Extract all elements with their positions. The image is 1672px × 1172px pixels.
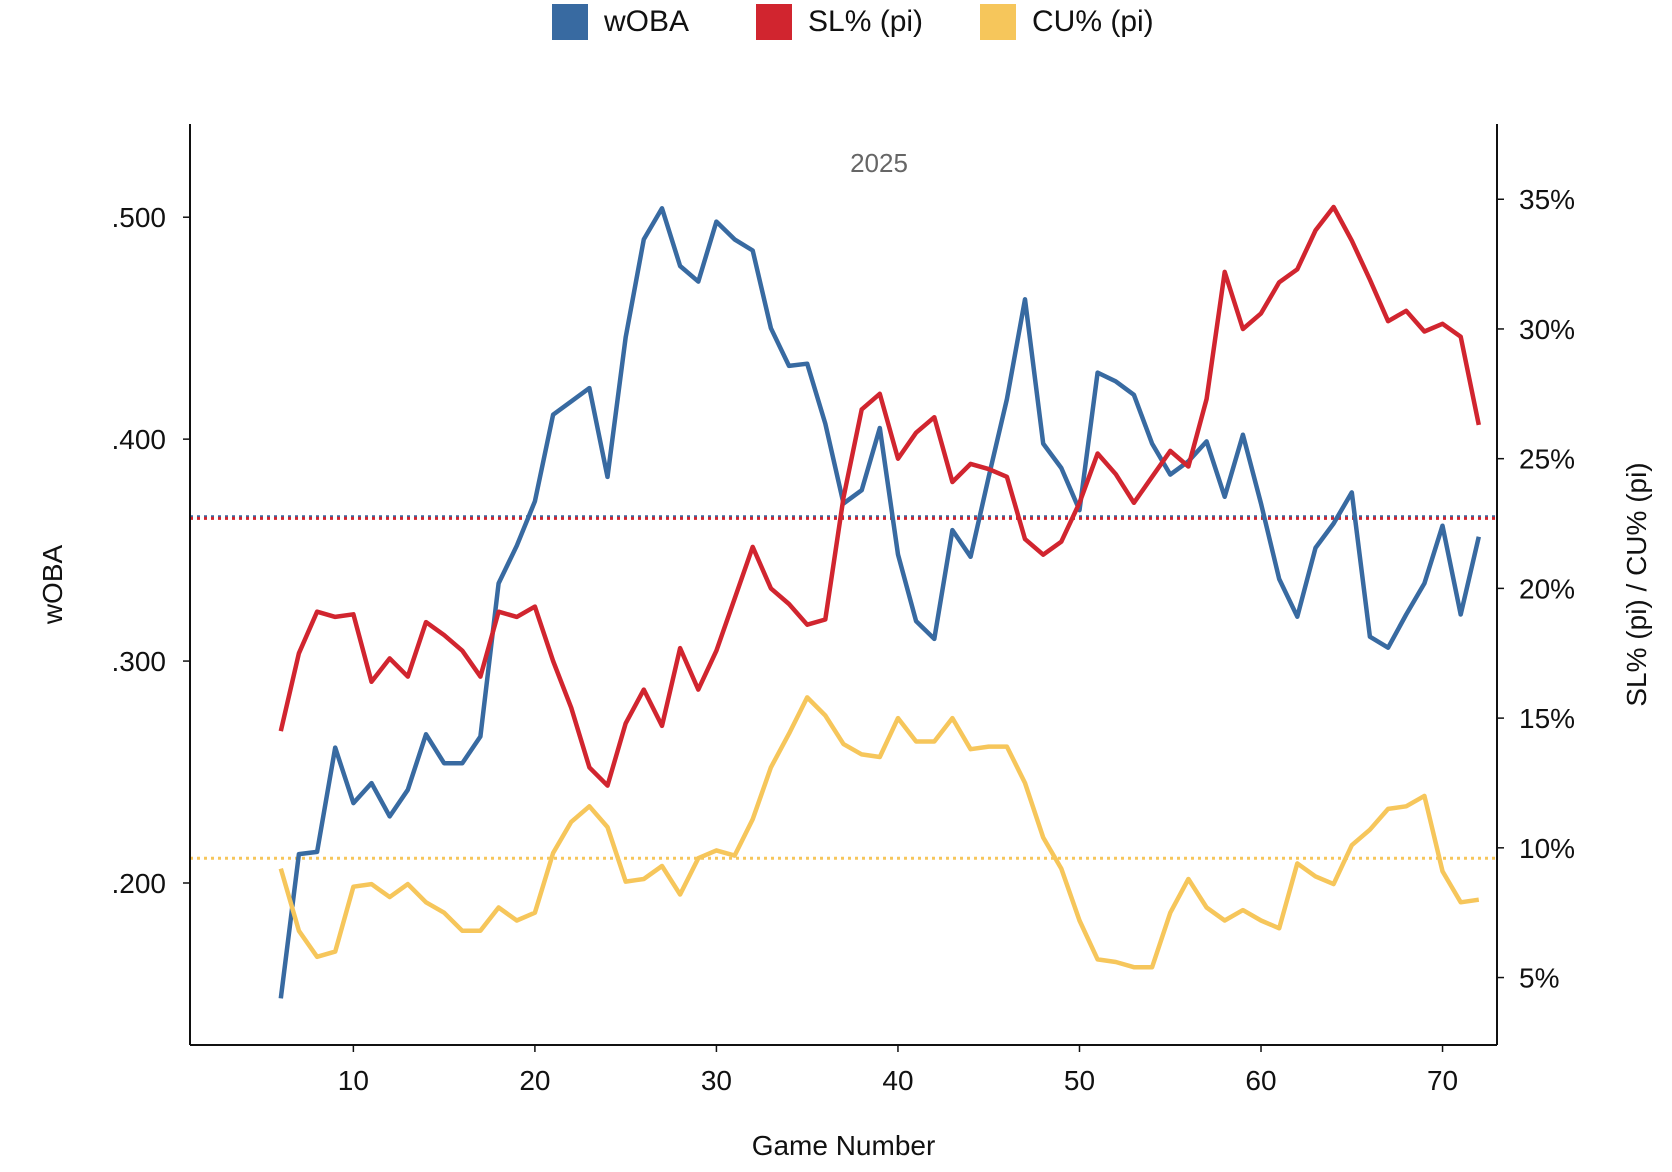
y2-tick-label: 10% bbox=[1519, 833, 1575, 864]
y-tick-label: .300 bbox=[112, 646, 167, 677]
axes bbox=[189, 124, 1498, 1046]
y2-tick-label: 35% bbox=[1519, 184, 1575, 215]
y-tick-label: .200 bbox=[112, 868, 167, 899]
legend-label: wOBA bbox=[603, 5, 689, 38]
series-line-cu-pi bbox=[278, 695, 1480, 970]
reference-lines bbox=[190, 515, 1497, 860]
legend-swatch bbox=[552, 4, 588, 40]
legend-swatch bbox=[756, 4, 792, 40]
x-tick-label: 40 bbox=[882, 1065, 913, 1096]
year-annotation: 2025 bbox=[850, 148, 908, 178]
y2-tick-label: 15% bbox=[1519, 703, 1575, 734]
x-tick-label: 50 bbox=[1064, 1065, 1095, 1096]
y-tick-label: .400 bbox=[112, 424, 167, 455]
x-axis-label: Game Number bbox=[752, 1130, 936, 1161]
x-tick-label: 20 bbox=[519, 1065, 550, 1096]
legend: wOBA SL% (pi) CU% (pi) bbox=[552, 4, 1154, 40]
x-tick-label: 30 bbox=[701, 1065, 732, 1096]
series-line-sl-pi bbox=[278, 204, 1482, 788]
x-tick-label: 70 bbox=[1427, 1065, 1458, 1096]
legend-label: CU% (pi) bbox=[1032, 5, 1154, 38]
y2-tick-label: 30% bbox=[1519, 314, 1575, 345]
y2-tick-label: 25% bbox=[1519, 444, 1575, 475]
legend-label: SL% (pi) bbox=[808, 5, 923, 38]
series-layer bbox=[278, 204, 1482, 999]
series-line-woba bbox=[278, 206, 1481, 999]
legend-swatch bbox=[980, 4, 1016, 40]
y2-tick-label: 5% bbox=[1519, 963, 1559, 994]
ticks: 10 20 30 40 50 60 70 .200 .300 .400 .500 5% 10% 15% 20… bbox=[112, 184, 1576, 1096]
x-tick-label: 10 bbox=[338, 1065, 369, 1096]
y-tick-label: .500 bbox=[112, 202, 167, 233]
y-axis-label: wOBA bbox=[37, 545, 68, 626]
y2-axis-label: SL% (pi) / CU% (pi) bbox=[1621, 462, 1652, 706]
y2-tick-label: 20% bbox=[1519, 573, 1575, 604]
x-tick-label: 60 bbox=[1245, 1065, 1276, 1096]
